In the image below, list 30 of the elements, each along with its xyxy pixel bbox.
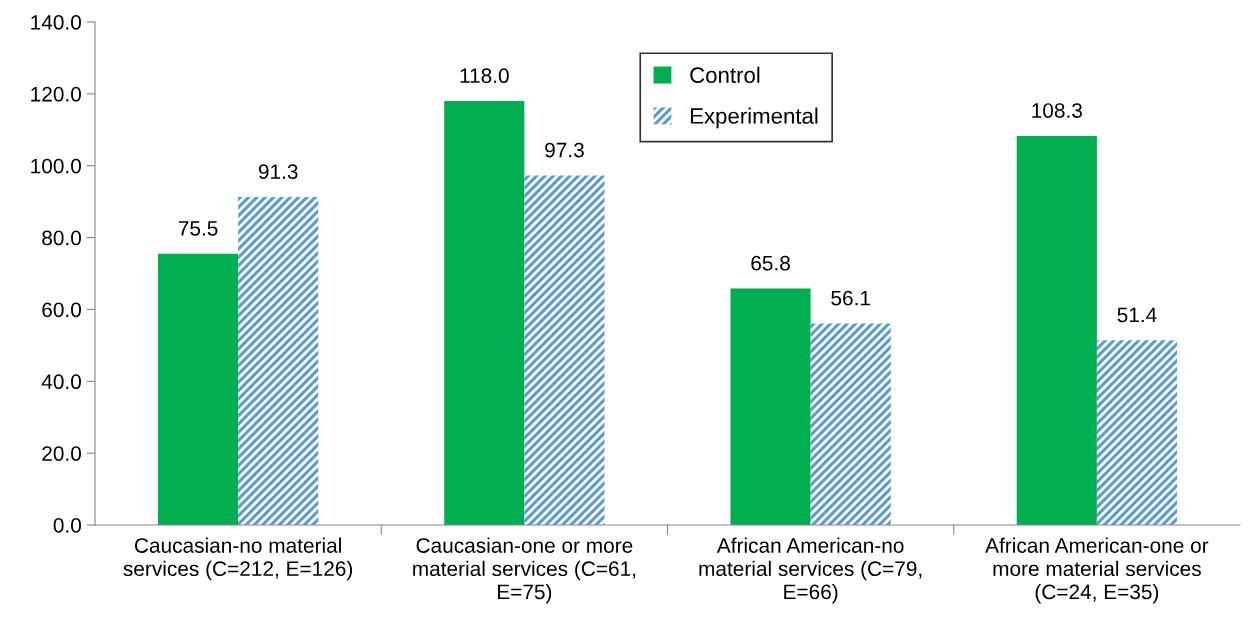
bar xyxy=(238,196,319,525)
y-tick-label: 120.0 xyxy=(31,86,81,102)
y-tick-label: 140.0 xyxy=(31,15,81,30)
x-tick-label: African American-no material services (C=79, E=66) xyxy=(699,537,922,604)
bar xyxy=(730,288,811,525)
data-label: 65.8 xyxy=(751,255,790,271)
bar xyxy=(1016,135,1097,525)
y-tick-label: 20.0 xyxy=(42,446,81,461)
bar xyxy=(157,253,239,525)
bar xyxy=(1096,340,1178,525)
data-label: 118.0 xyxy=(460,68,509,84)
data-label: 91.3 xyxy=(258,164,298,179)
bar xyxy=(444,101,525,525)
y-tick-label: 40.0 xyxy=(41,374,81,390)
y-tick-label: 100.0 xyxy=(31,158,81,174)
data-label: 75.5 xyxy=(178,221,218,236)
data-label: 97.3 xyxy=(545,142,584,158)
y-tick-label: 80.0 xyxy=(42,230,81,246)
data-label: 56.1 xyxy=(831,290,870,306)
legend-label: Control xyxy=(690,66,760,84)
legend-label: Experimental xyxy=(690,107,818,129)
data-label: 108.3 xyxy=(1032,103,1082,118)
bar xyxy=(810,323,891,525)
x-tick-label: Caucasian-one or more material services (C=61, E=75) xyxy=(413,537,636,604)
x-tick-label: Caucasian-no material services (C=212, E=126) xyxy=(123,537,353,581)
y-tick-label: 0.0 xyxy=(53,518,81,533)
bar xyxy=(524,175,605,525)
x-tick-label: African American-one or more material services (C=24, E=35) xyxy=(985,537,1209,604)
y-tick-label: 60.0 xyxy=(42,302,81,318)
data-label: 51.4 xyxy=(1117,307,1157,323)
